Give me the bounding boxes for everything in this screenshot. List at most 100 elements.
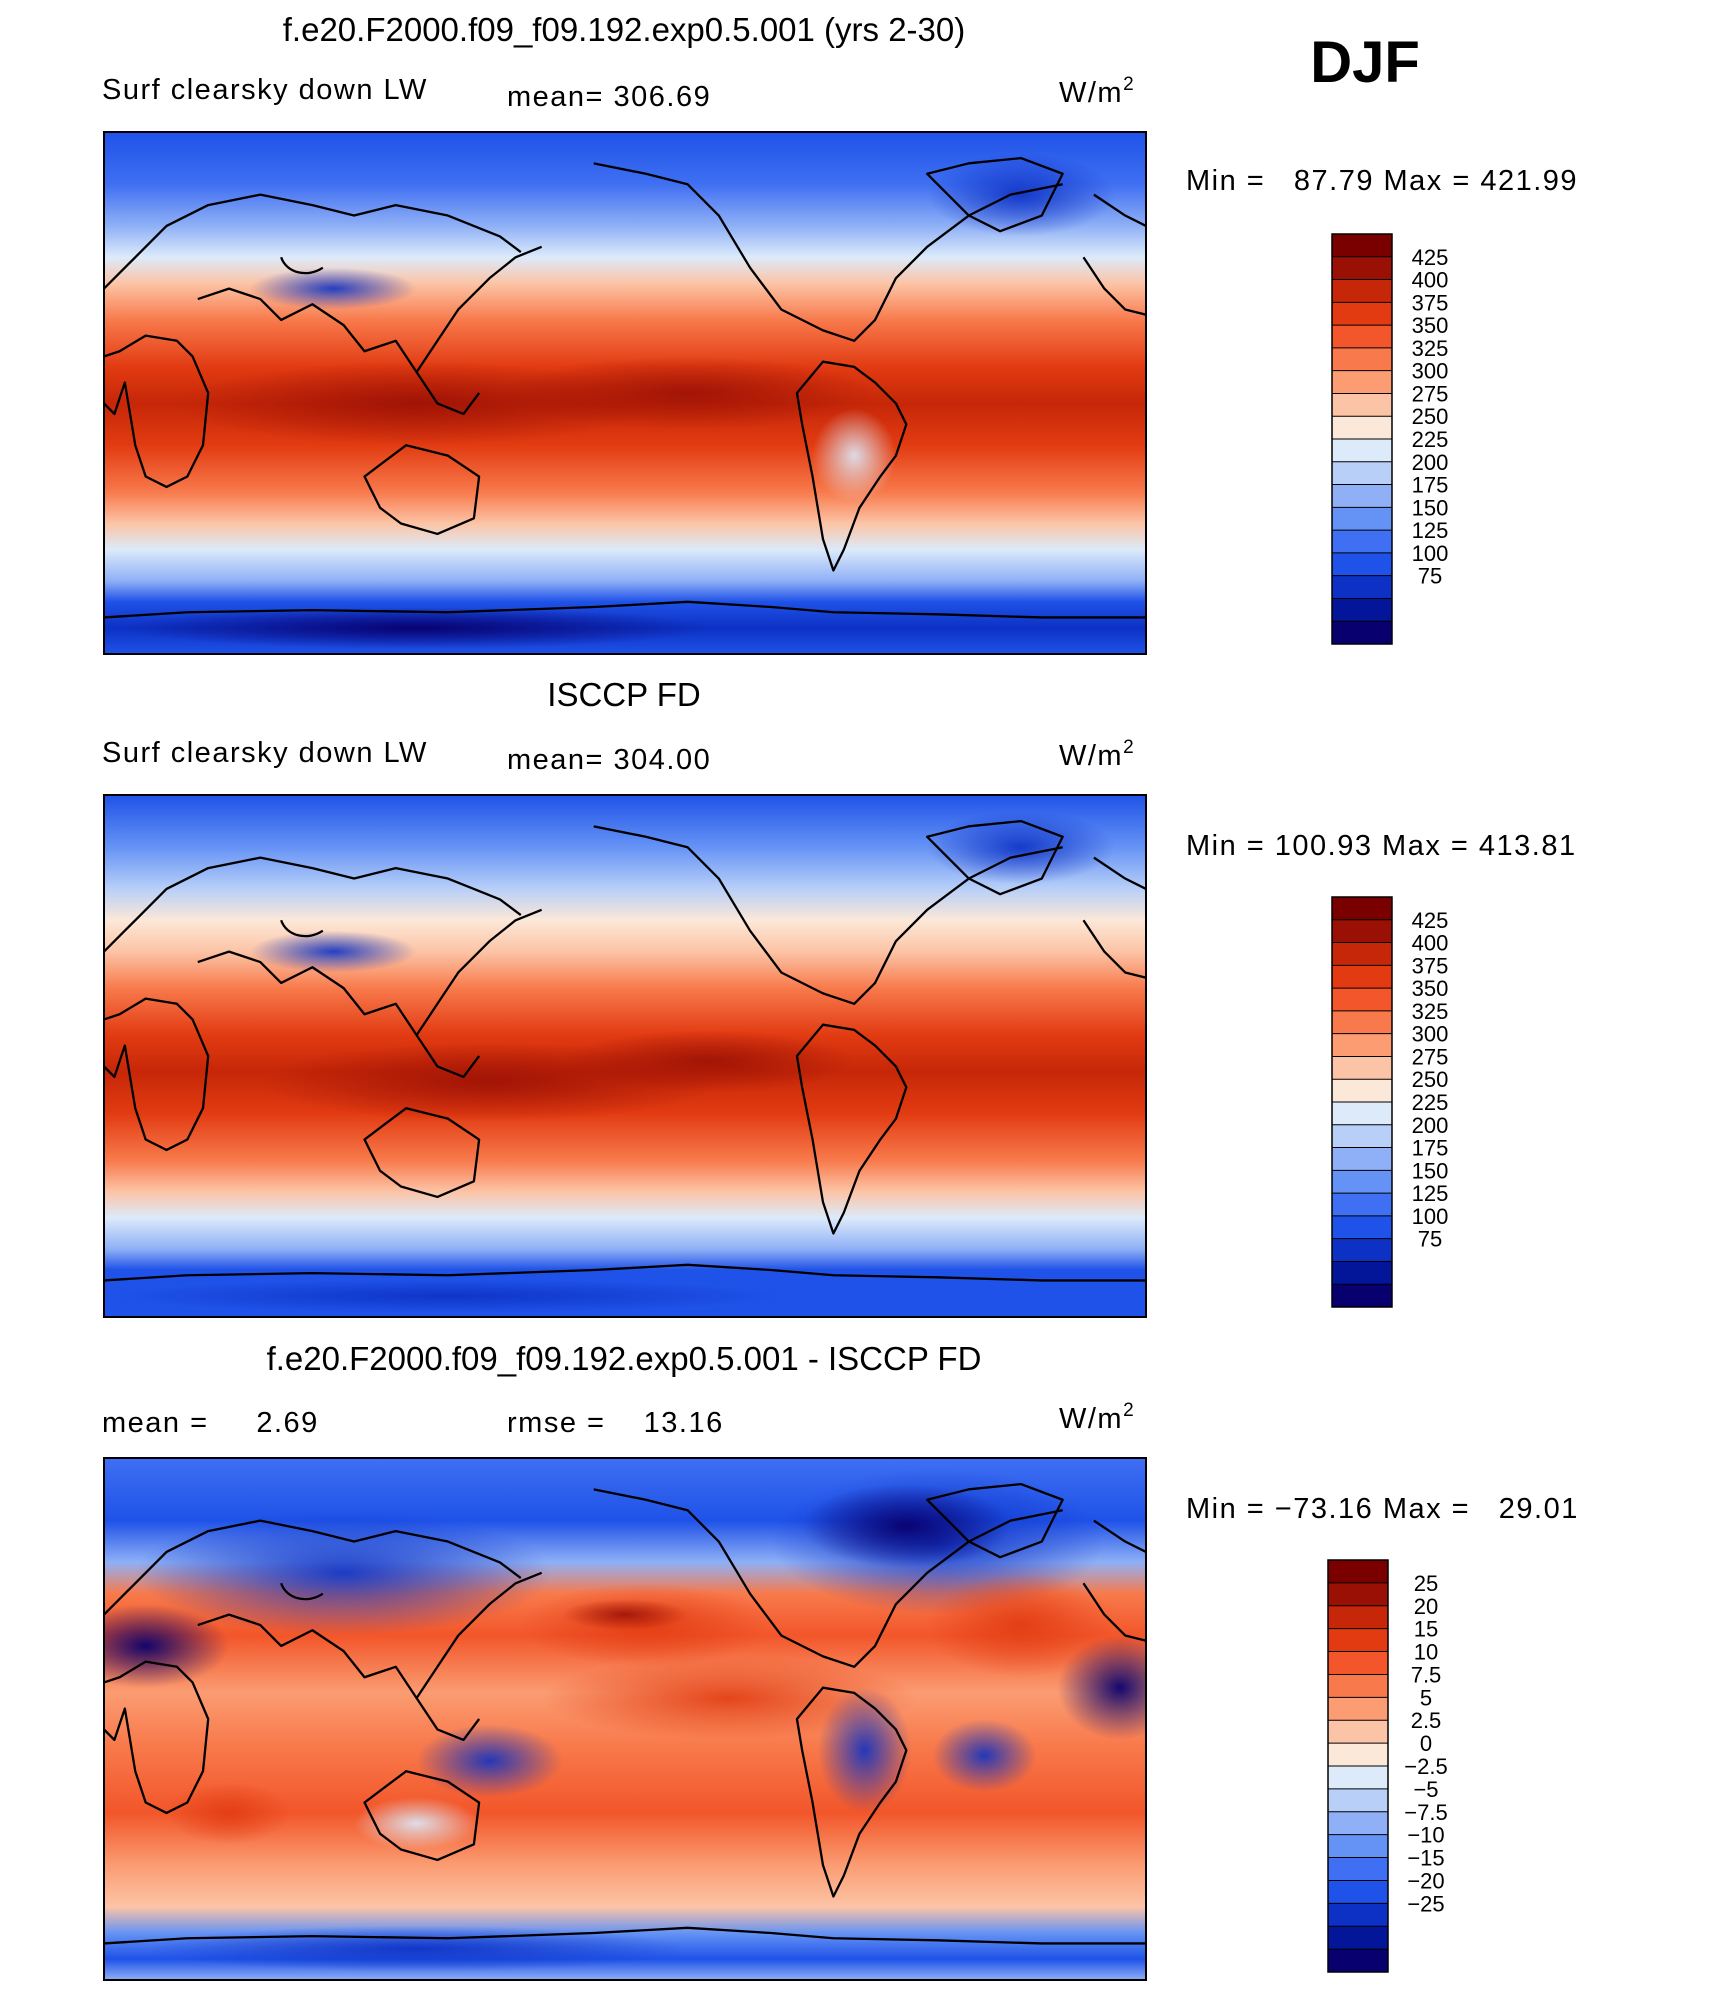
colorbar-segment [1332, 1033, 1392, 1057]
panel-2-map [104, 795, 1146, 1317]
panel-1-min-max: Min = 87.79 Max = 421.99 [1186, 165, 1578, 197]
colorbar-segment [1332, 1238, 1392, 1262]
colorbar-tick-label: 325 [1412, 999, 1449, 1024]
colorbar-tick-label: 325 [1412, 336, 1449, 361]
colorbar-segment [1332, 1170, 1392, 1194]
colorbar-segment [1332, 484, 1392, 508]
colorbar-segment [1332, 347, 1392, 372]
colorbar-segment [1332, 234, 1392, 258]
colorbar-tick-label: 425 [1412, 245, 1449, 270]
colorbar-segment [1332, 575, 1392, 599]
colorbar-tick-label: 2.5 [1411, 1708, 1442, 1733]
colorbar-tick-label: 20 [1414, 1594, 1438, 1619]
colorbar-tick-label: 100 [1412, 541, 1449, 566]
colorbar-segment [1328, 1788, 1388, 1813]
colorbar-segment [1332, 370, 1392, 394]
colorbar-segment [1328, 1743, 1388, 1767]
colorbar-tick-label: 300 [1412, 359, 1449, 384]
colorbar-tick-label: 25 [1414, 1571, 1438, 1596]
colorbar-segment [1332, 302, 1392, 326]
panel-1-map [104, 132, 1146, 654]
panel-2-min-max: Min = 100.93 Max = 413.81 [1186, 830, 1577, 862]
colorbar-segment [1332, 988, 1392, 1012]
colorbar-segment [1332, 919, 1392, 944]
colorbar-tick-label: 250 [1412, 404, 1449, 429]
colorbar-tick-label: −2.5 [1404, 1754, 1447, 1779]
colorbar-tick-label: −7.5 [1404, 1800, 1447, 1825]
panel-3-rmse-label: rmse = 13.16 [507, 1407, 724, 1439]
colorbar-tick-label: 175 [1412, 473, 1449, 498]
colorbar-tick-label: 400 [1412, 268, 1449, 293]
colorbar-tick-label: 200 [1412, 450, 1449, 475]
panel-2-title: ISCCP FD [547, 676, 700, 713]
panel-1-frame [103, 131, 1147, 655]
colorbar-segment [1328, 1582, 1388, 1607]
colorbar-segment [1332, 965, 1392, 989]
colorbar-tick-label: 350 [1412, 976, 1449, 1001]
colorbar-tick-label: −10 [1407, 1823, 1444, 1848]
colorbar-segment [1332, 256, 1392, 281]
colorbar-segment [1332, 1147, 1392, 1171]
colorbar-segment [1328, 1720, 1388, 1744]
colorbar-tick-label: 7.5 [1411, 1662, 1442, 1687]
colorbar-tick-label: 10 [1414, 1640, 1438, 1665]
panel-3-unit-label: W/m2 [1059, 1400, 1135, 1435]
colorbar-tick-label: 225 [1412, 1090, 1449, 1115]
colorbar-segment [1332, 1261, 1392, 1285]
colorbar-tick-label: 125 [1412, 1181, 1449, 1206]
colorbar-segment [1332, 416, 1392, 440]
colorbar-segment [1328, 1628, 1388, 1653]
colorbar-segment [1332, 507, 1392, 531]
panel-2-variable-label: Surf clearsky down LW [102, 737, 428, 769]
colorbar-tick-label: 300 [1412, 1022, 1449, 1047]
colorbar-tick-label: 125 [1412, 518, 1449, 543]
colorbar-segment [1328, 1880, 1388, 1904]
panel-difference: f.e20.F2000.f09_f09.192.exp0.5.001 - ISC… [102, 1340, 1147, 1981]
panel-2-mean-label: mean= 304.00 [507, 744, 711, 776]
colorbar-tick-label: 350 [1412, 313, 1449, 338]
colorbar-segment [1328, 1651, 1388, 1675]
colorbar-segment [1328, 1834, 1388, 1859]
colorbar-segment [1328, 1605, 1388, 1630]
panel-2-frame [103, 794, 1147, 1318]
colorbar-segment [1332, 393, 1392, 417]
colorbar-segment [1332, 1102, 1392, 1126]
colorbar-segment [1332, 1284, 1392, 1308]
colorbar-segment [1332, 530, 1392, 554]
colorbar-segment [1328, 1674, 1388, 1698]
colorbar-segment [1328, 1697, 1388, 1721]
colorbar-segment [1332, 897, 1392, 921]
colorbar-tick-label: 200 [1412, 1113, 1449, 1138]
colorbar-tick-label: 150 [1412, 1158, 1449, 1183]
colorbar-segment [1332, 942, 1392, 966]
colorbar-segment [1332, 552, 1392, 577]
colorbar-tick-label: 400 [1412, 931, 1449, 956]
panel-1-title: f.e20.F2000.f09_f09.192.exp0.5.001 (yrs … [283, 11, 965, 48]
colorbar-tick-label: 75 [1418, 564, 1442, 589]
colorbar-segment [1332, 598, 1392, 622]
panel-2-unit-label: W/m2 [1059, 737, 1135, 772]
panel-1-unit-label: W/m2 [1059, 74, 1135, 109]
panel-observation: ISCCP FD Surf clearsky down LW mean= 304… [102, 676, 1147, 1318]
colorbar-segment [1328, 1949, 1388, 1973]
colorbar-tick-label: 250 [1412, 1067, 1449, 1092]
colorbar-segment [1328, 1766, 1388, 1790]
colorbar-segment [1332, 279, 1392, 303]
colorbar-segment [1332, 1215, 1392, 1240]
colorbar-tick-label: 175 [1412, 1136, 1449, 1161]
colorbar-segment [1328, 1811, 1388, 1836]
colorbar-panel-1: 4254003753503253002752502252001751501251… [1331, 233, 1449, 645]
colorbar-tick-label: 275 [1412, 381, 1449, 406]
colorbar-segment [1328, 1903, 1388, 1927]
colorbar-tick-label: 375 [1412, 953, 1449, 978]
colorbar-segment [1332, 461, 1392, 486]
colorbar-segment [1332, 1079, 1392, 1103]
colorbar-segment [1332, 439, 1392, 463]
colorbar-tick-label: 0 [1420, 1731, 1432, 1756]
panel-1-variable-label: Surf clearsky down LW [102, 74, 428, 106]
colorbar-segment [1332, 1124, 1392, 1149]
colorbar-tick-label: −20 [1407, 1868, 1444, 1893]
colorbar-segment [1328, 1560, 1388, 1584]
